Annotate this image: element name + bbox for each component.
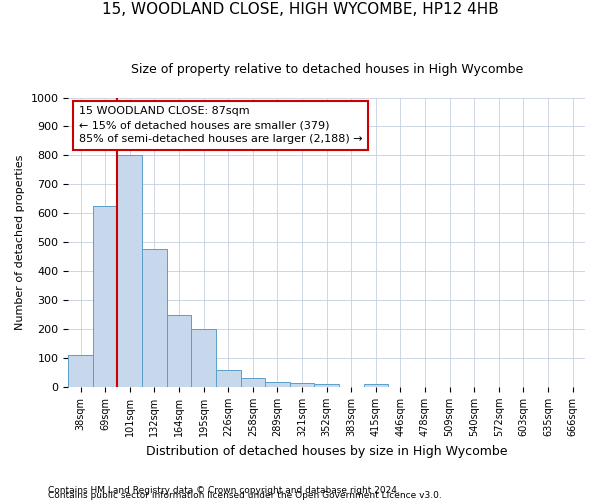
Bar	[191, 329, 216, 387]
Bar	[314, 384, 339, 387]
Bar	[290, 384, 314, 387]
Text: 15 WOODLAND CLOSE: 87sqm
← 15% of detached houses are smaller (379)
85% of semi-: 15 WOODLAND CLOSE: 87sqm ← 15% of detach…	[79, 106, 362, 144]
Bar	[241, 378, 265, 387]
Bar	[142, 250, 167, 387]
Text: 15, WOODLAND CLOSE, HIGH WYCOMBE, HP12 4HB: 15, WOODLAND CLOSE, HIGH WYCOMBE, HP12 4…	[101, 2, 499, 18]
X-axis label: Distribution of detached houses by size in High Wycombe: Distribution of detached houses by size …	[146, 444, 508, 458]
Title: Size of property relative to detached houses in High Wycombe: Size of property relative to detached ho…	[131, 62, 523, 76]
Bar	[118, 156, 142, 387]
Text: Contains HM Land Registry data © Crown copyright and database right 2024.: Contains HM Land Registry data © Crown c…	[48, 486, 400, 495]
Bar	[167, 314, 191, 387]
Text: Contains public sector information licensed under the Open Government Licence v3: Contains public sector information licen…	[48, 490, 442, 500]
Bar	[93, 206, 118, 387]
Bar	[68, 355, 93, 387]
Bar	[364, 384, 388, 387]
Y-axis label: Number of detached properties: Number of detached properties	[15, 154, 25, 330]
Bar	[216, 370, 241, 387]
Bar	[265, 382, 290, 387]
